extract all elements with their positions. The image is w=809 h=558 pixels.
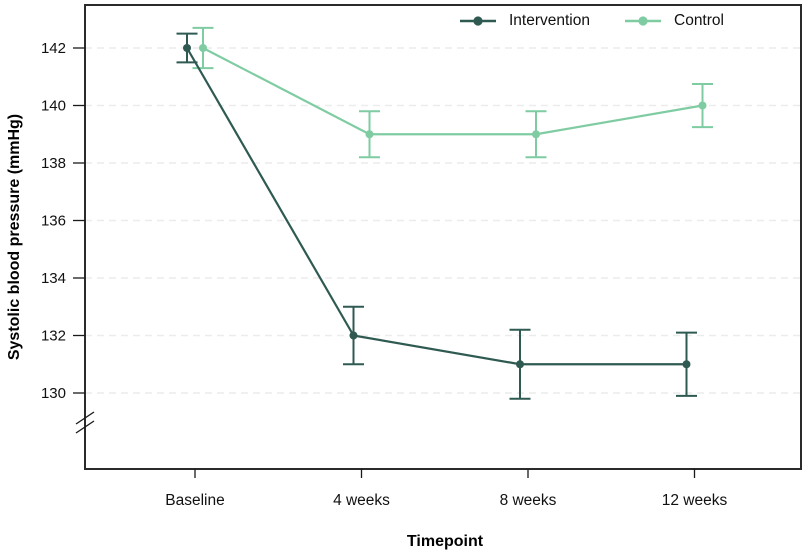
data-point-control	[365, 130, 374, 139]
y-tick-label: 130	[41, 385, 66, 402]
axis-break-icon	[75, 420, 95, 434]
x-tick-label: 4 weeks	[333, 492, 390, 509]
control-line-marker-icon	[625, 16, 661, 26]
data-point-intervention	[349, 331, 358, 340]
x-axis-title: Timepoint	[406, 533, 484, 550]
data-point-control	[532, 130, 540, 139]
y-tick-label: 140	[41, 98, 66, 115]
data-point-intervention	[183, 44, 191, 52]
data-point-control	[698, 101, 707, 110]
panel-border	[84, 4, 802, 470]
y-axis-title: Systolic blood pressure (mmHg)	[6, 113, 23, 361]
y-tick-label: 136	[41, 213, 66, 230]
legend-label-intervention: Intervention	[509, 12, 590, 29]
y-tick-label: 138	[41, 155, 66, 172]
x-tick-label: Baseline	[165, 492, 224, 509]
y-tick-label: 142	[41, 40, 66, 57]
legend-label-control: Control	[674, 12, 724, 29]
axis-break-icon	[75, 411, 95, 425]
series-line-intervention	[186, 47, 687, 366]
x-tick-label: 8 weeks	[500, 492, 557, 509]
data-point-control	[199, 44, 207, 52]
y-tick-label: 134	[41, 270, 66, 287]
chart-legend: Intervention Control	[459, 12, 724, 30]
x-tick-label: 12 weeks	[662, 492, 728, 509]
y-tick-label: 132	[41, 328, 66, 345]
intervention-line-marker-icon	[460, 16, 496, 26]
legend-item-intervention: Intervention	[459, 12, 590, 30]
data-point-intervention	[516, 360, 524, 369]
series-line-control	[202, 47, 703, 136]
legend-item-control: Control	[624, 12, 724, 30]
data-point-intervention	[682, 360, 691, 369]
